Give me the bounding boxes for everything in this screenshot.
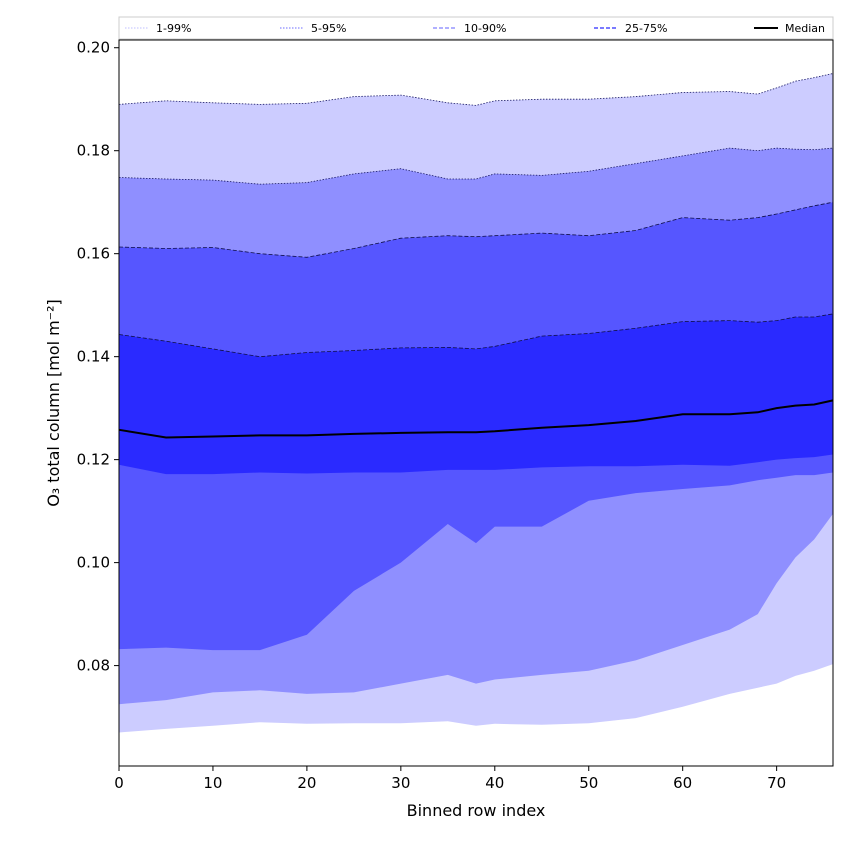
x-tick-label: 70 [767,774,786,792]
legend-frame [118,16,834,40]
plot-frame [118,39,834,767]
y-tick-label: 0.08 [77,657,110,675]
band-25-75%-upper-line [118,313,834,358]
y-tick-label: 0.12 [77,451,110,469]
legend-items: 1-99% 5-95% 10-90% 25-75% Median [125,22,825,35]
legend-label: 5-95% [311,22,346,35]
x-axis-label: Binned row index [407,801,546,820]
legend-label: Median [785,22,825,35]
x-tick-label: 20 [297,774,316,792]
x-tick-label: 40 [485,774,504,792]
y-tick-label: 0.18 [77,142,110,160]
band-5-95%-upper-line [118,147,834,185]
band-25-75%-area [119,313,833,475]
y-tick-label: 0.10 [77,554,110,572]
legend: 1-99% 5-95% 10-90% 25-75% Median [118,16,834,40]
band-1-99%-upper-line [118,73,834,106]
x-axis-ticks: 0 10 20 30 40 50 60 70 [114,766,786,792]
legend-label: 25-75% [625,22,667,35]
legend-label: 10-90% [464,22,506,35]
x-tick-label: 60 [673,774,692,792]
bands-layer [118,73,834,733]
y-tick-label: 0.14 [77,348,110,366]
median-layer [118,399,834,439]
y-axis-ticks: 0.08 0.10 0.12 0.14 0.16 0.18 0.20 [77,39,119,675]
median-line [118,399,834,439]
x-tick-label: 0 [114,774,124,792]
y-tick-label: 0.20 [77,39,110,57]
x-tick-label: 30 [391,774,410,792]
y-axis-label: O₃ total column [mol m⁻²] [44,299,63,507]
legend-label: 1-99% [156,22,191,35]
x-tick-label: 10 [203,774,222,792]
x-tick-label: 50 [579,774,598,792]
y-tick-label: 0.16 [77,245,110,263]
